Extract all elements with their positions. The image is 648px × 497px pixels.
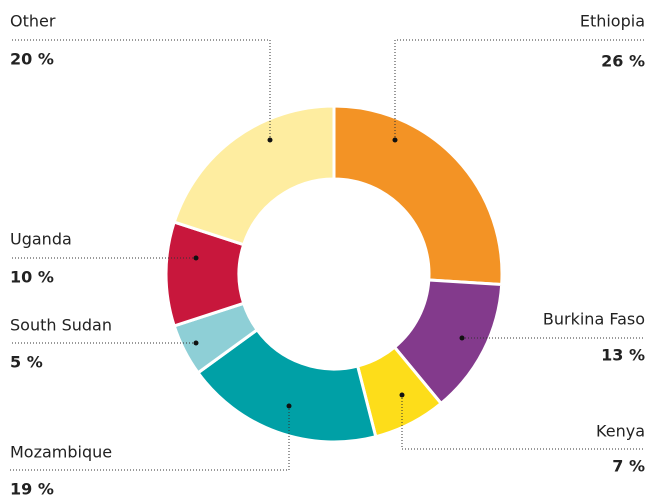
slice-label: Ethiopia [580,12,645,31]
leader-dot [193,255,199,261]
slice-value: 7 % [612,457,645,476]
leader-line [401,395,645,450]
slice-value: 5 % [10,353,43,372]
slice-label: Kenya [596,422,645,441]
slice-label: Burkina Faso [543,310,645,329]
leader-dot [286,403,292,409]
donut-slice [195,327,378,444]
leader-dot [392,137,398,143]
slice-label: Uganda [10,230,72,249]
donut-slice [172,104,336,247]
leader-line [10,406,290,471]
donut-slice [332,104,504,287]
slice-label: Mozambique [10,443,112,462]
leader-dot [193,340,199,346]
slice-label: South Sudan [10,316,112,335]
slice-value: 19 % [10,480,54,497]
leader-line [394,39,645,140]
leader-dot [399,392,405,398]
slice-value: 13 % [601,346,645,365]
leader-line [10,39,271,140]
leader-dot [267,137,273,143]
slice-label: Other [10,12,56,31]
slice-value: 20 % [10,50,54,69]
leader-dot [459,335,465,341]
slice-value: 26 % [601,52,645,71]
slice-value: 10 % [10,268,54,287]
